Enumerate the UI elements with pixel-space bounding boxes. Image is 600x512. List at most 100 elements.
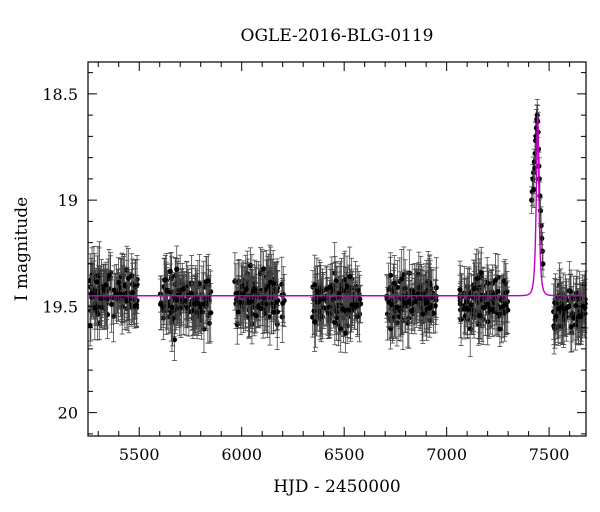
data-point [192,301,198,307]
data-point [327,284,333,290]
data-point [345,307,351,313]
data-point [260,266,267,272]
data-point [280,300,286,306]
data-point [340,288,347,294]
data-point [494,310,500,316]
data-point [133,302,139,309]
data-point [573,303,579,309]
data-point [326,304,333,310]
data-point [340,306,346,313]
data-point [478,270,484,276]
x-axis-label: HJD - 2450000 [273,477,401,497]
data-point [427,305,433,311]
y-axis-ticks [88,72,586,435]
data-point [235,309,241,315]
data-point [94,279,100,285]
data-point [391,280,397,286]
data-point [476,285,482,291]
data-point [417,295,423,301]
data-point [394,284,401,290]
data-point [236,290,242,296]
data-point [185,304,191,311]
data-point [320,296,326,302]
data-point [243,286,249,292]
y-tick-label: 18.5 [42,85,78,104]
data-point [253,313,259,319]
data-point [338,326,344,332]
data-point [333,278,339,284]
data-point [396,313,402,319]
data-point [95,273,101,279]
data-point [540,261,546,267]
data-point [354,313,360,320]
data-point [347,273,353,280]
data-point [89,291,95,297]
data-point [388,272,394,278]
data-point [464,305,470,311]
plot-frame [87,61,587,437]
observations-layer [87,99,588,361]
x-tick-label: 7500 [529,445,570,464]
data-point [413,298,419,305]
data-point [389,302,395,308]
data-point [203,279,209,285]
data-point [167,268,173,274]
data-point [495,288,501,295]
data-point [568,324,574,330]
data-point [578,314,584,320]
data-point [432,303,438,309]
data-point [409,308,415,314]
data-point [99,304,105,311]
data-point [355,287,361,293]
data-point [315,288,321,295]
data-point [476,312,483,319]
data-point [104,296,110,302]
data-point [312,319,318,325]
chart-title: OGLE-2016-BLG-0119 [241,26,434,46]
data-point [485,301,491,307]
x-tick-label: 6000 [221,445,262,464]
data-point [106,272,112,279]
data-point [98,295,104,301]
data-point [420,311,426,317]
data-point [279,314,285,320]
model-curve [90,115,586,297]
data-point [188,290,194,297]
data-point [336,290,342,296]
data-point [108,301,115,307]
plot-area [87,61,588,437]
data-point [200,301,206,307]
data-point [247,262,254,269]
data-point [349,302,355,308]
y-axis-label: I magnitude [12,197,32,301]
data-point [266,283,272,289]
data-point [529,197,535,203]
data-point [319,314,325,320]
data-point [129,290,136,296]
data-point [168,309,174,316]
data-point [171,337,178,343]
data-point [274,299,280,305]
data-point [169,304,175,311]
data-point [562,305,568,312]
data-point [344,284,350,290]
data-point [342,330,348,336]
data-point [111,287,117,293]
data-point [457,287,463,293]
data-point [474,276,480,282]
y-axis-tick-labels: 18.5 19 19.5 20 [42,85,78,423]
data-point [497,326,503,332]
x-tick-label: 6500 [324,445,365,464]
y-tick-label: 20 [58,404,78,423]
data-point [332,320,338,326]
data-point [468,302,474,308]
data-point [425,300,431,306]
data-point [311,308,317,314]
x-tick-label: 5500 [119,445,160,464]
data-point [357,296,363,302]
data-point [103,282,109,288]
data-point [208,310,214,316]
data-point [274,309,280,315]
data-point [267,279,274,285]
data-point [183,298,189,304]
